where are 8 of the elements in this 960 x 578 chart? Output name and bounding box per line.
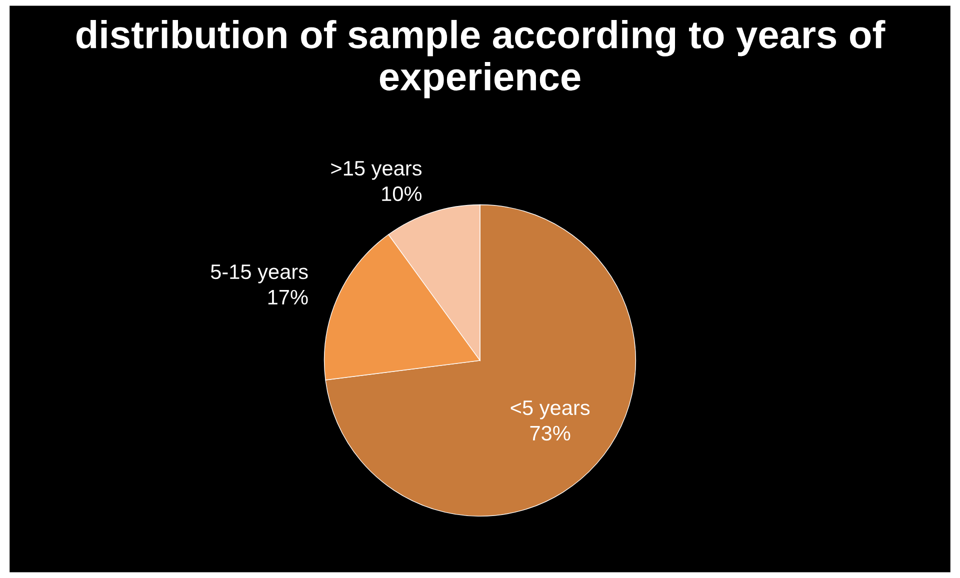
data-label: 73% [530, 426, 570, 441]
slice-label: 5-15 years [210, 264, 308, 284]
slice-label: <5 years [510, 400, 590, 420]
chart-title: distribution of sample according to years of experience [76, 20, 886, 98]
data-label: 17% [268, 290, 308, 305]
slice-label: >15 years [331, 161, 422, 180]
pie-slice [325, 204, 636, 517]
data-label: 10% [382, 186, 422, 202]
